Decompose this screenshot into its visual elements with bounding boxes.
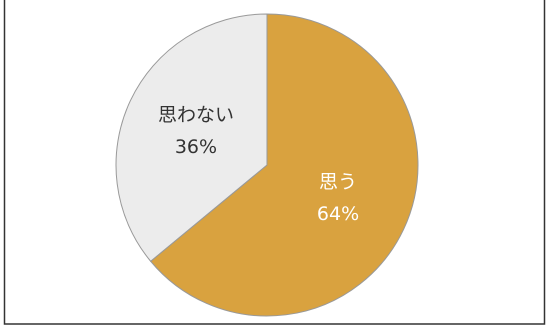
slice-value-label: 36%: [175, 136, 217, 158]
slice-value-label: 64%: [317, 203, 359, 225]
slice-label: 思う: [319, 171, 357, 193]
slice-label: 思わない: [158, 104, 234, 126]
pie-slice: [115, 13, 268, 262]
pie-slice: [149, 13, 419, 317]
